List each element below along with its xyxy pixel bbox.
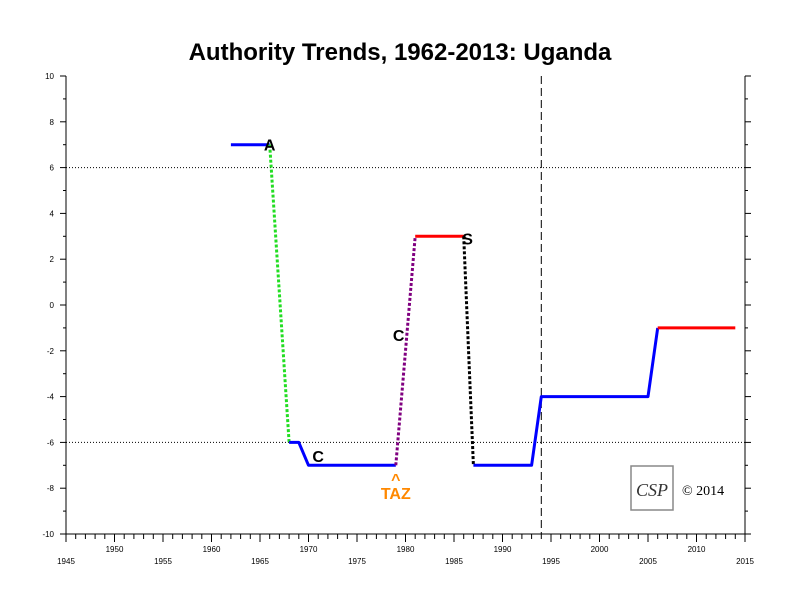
taz-caret: ^	[391, 472, 400, 489]
reference-lines	[66, 76, 745, 534]
y-tick-label: -6	[47, 438, 55, 447]
x-tick-label: 1970	[300, 545, 318, 554]
y-tick-label: -2	[47, 347, 55, 356]
y-tick-label: 8	[50, 118, 55, 127]
logo-frame	[630, 465, 674, 511]
y-tick-label: 2	[50, 255, 55, 264]
x-tick-label: 1965	[251, 557, 269, 566]
taz-label: TAZ	[381, 486, 411, 503]
event-label: A	[264, 138, 276, 155]
event-label: C	[312, 449, 324, 466]
transition-line	[268, 144, 291, 443]
x-tick-label: 1995	[542, 557, 560, 566]
x-tick-label: 1960	[203, 545, 221, 554]
y-tick-label: 10	[45, 72, 54, 81]
y-tick-label: 0	[50, 301, 55, 310]
logo-mark: CSP	[636, 480, 668, 500]
regime-line	[473, 327, 660, 467]
copyright-text: © 2014	[682, 484, 724, 499]
event-label: C	[393, 328, 405, 345]
x-tick-label: 1985	[445, 557, 463, 566]
x-tick-label: 2005	[639, 557, 657, 566]
x-tick-label: 2015	[736, 557, 754, 566]
x-tick-label: 2010	[688, 545, 706, 554]
x-tick-label: 1980	[397, 545, 415, 554]
transition-line	[462, 236, 475, 466]
y-tick-label: -8	[47, 484, 55, 493]
x-tick-label: 1990	[494, 545, 512, 554]
transition-line	[394, 236, 417, 466]
x-tick-label: 1975	[348, 557, 366, 566]
event-label: S	[462, 232, 473, 249]
chart-title: Authority Trends, 1962-2013: Uganda	[189, 39, 612, 66]
x-tick-label: 1950	[106, 545, 124, 554]
x-tick-label: 1955	[154, 557, 172, 566]
x-tick-label: 1945	[57, 557, 75, 566]
axes: 1945 1950 1955 1960 1965 1970 1975 1980 1985 1990…	[42, 72, 754, 566]
data-series	[230, 143, 736, 467]
annotations: A C C S ^TAZ	[264, 138, 473, 503]
csp-logo: CSP	[630, 465, 674, 511]
regime-line	[289, 440, 396, 467]
y-tick-label: -4	[47, 393, 55, 402]
y-tick-label: -10	[42, 530, 54, 539]
x-tick-label: 2000	[591, 545, 609, 554]
y-tick-label: 4	[50, 209, 55, 218]
y-tick-label: 6	[50, 164, 55, 173]
